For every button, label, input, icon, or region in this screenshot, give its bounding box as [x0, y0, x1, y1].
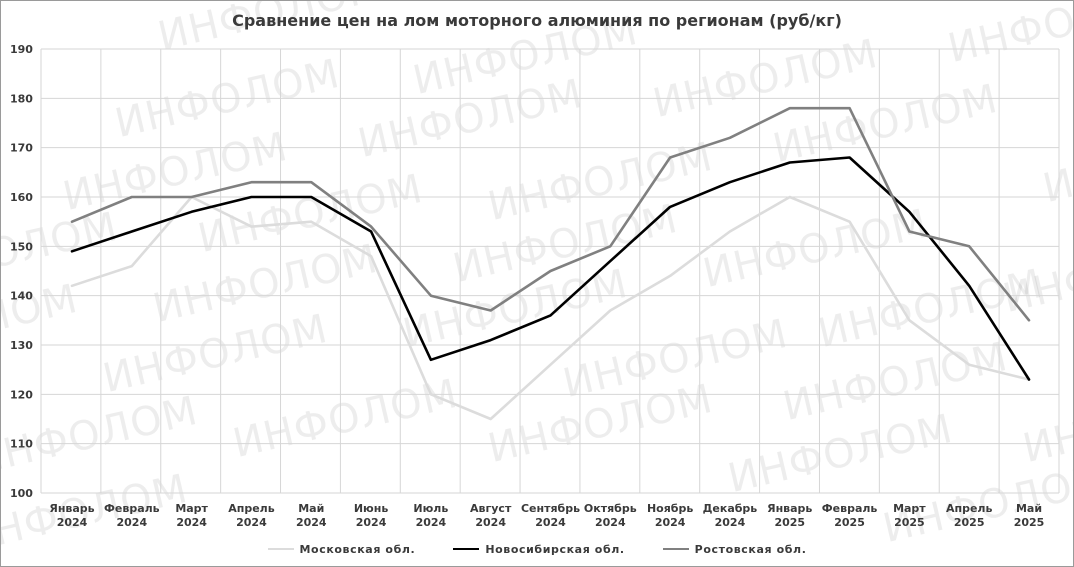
x-tick-label: 2025: [1014, 516, 1045, 529]
y-tick-label: 100: [10, 487, 33, 500]
x-tick-label: 2024: [715, 516, 746, 529]
y-tick-label: 160: [10, 191, 33, 204]
legend-swatch: [662, 548, 689, 550]
chart-legend: Московская обл. Новосибирская обл. Ростовс…: [1, 540, 1073, 558]
y-tick-label: 190: [10, 43, 33, 56]
x-tick-label: 2024: [535, 516, 566, 529]
chart-title: Сравнение цен на лом моторного алюминия …: [232, 11, 842, 30]
x-tick-label: 2024: [57, 516, 88, 529]
x-tick-label: 2025: [774, 516, 805, 529]
legend-item: Новосибирская обл.: [453, 543, 624, 556]
x-tick-label: 2024: [655, 516, 686, 529]
x-tick-label: Май: [298, 502, 324, 515]
legend-label: Ростовская обл.: [694, 542, 807, 556]
x-tick-label: Май: [1016, 502, 1042, 515]
y-tick-label: 120: [10, 388, 33, 401]
y-tick-label: 180: [10, 92, 33, 105]
x-tick-label: Апрель: [946, 502, 993, 515]
x-axis: Январь2024Февраль2024Март2024Апрель2024М…: [49, 502, 1044, 529]
x-tick-label: Декабрь: [703, 502, 758, 515]
x-tick-label: Июль: [413, 502, 448, 515]
y-axis: 100 110 120 130 140 150 160 170 180 190: [10, 43, 33, 500]
y-tick-label: 140: [10, 290, 33, 303]
x-tick-label: Январь: [767, 502, 812, 515]
x-tick-label: 2025: [954, 516, 985, 529]
series-line: [70, 106, 1031, 322]
x-tick-label: 2025: [894, 516, 925, 529]
y-tick-label: 110: [10, 438, 33, 451]
x-tick-label: 2025: [834, 516, 865, 529]
y-tick-label: 130: [10, 339, 33, 352]
x-tick-label: 2024: [236, 516, 267, 529]
x-tick-label: Ноябрь: [647, 502, 693, 515]
series-line: [70, 156, 1031, 381]
y-tick-label: 170: [10, 142, 33, 155]
x-tick-label: 2024: [296, 516, 327, 529]
x-tick-label: Сентябрь: [521, 502, 580, 515]
x-tick-label: Март: [175, 502, 208, 515]
legend-swatch: [267, 548, 294, 550]
x-tick-label: Июнь: [354, 502, 389, 515]
x-tick-label: 2024: [475, 516, 506, 529]
legend-item: Ростовская обл.: [662, 542, 807, 556]
series-layer: [70, 106, 1031, 421]
x-tick-label: Апрель: [228, 502, 275, 515]
x-tick-label: Октябрь: [584, 502, 637, 515]
x-tick-label: Февраль: [822, 502, 878, 515]
legend-item: Московская обл.: [267, 542, 416, 556]
legend-swatch: [453, 548, 480, 550]
x-tick-label: Январь: [49, 502, 94, 515]
x-tick-label: Август: [470, 502, 512, 515]
x-tick-label: Март: [893, 502, 926, 515]
grid: [40, 48, 1060, 494]
x-tick-label: 2024: [595, 516, 626, 529]
series-line: [70, 195, 1031, 421]
x-tick-label: 2024: [176, 516, 207, 529]
x-tick-label: 2024: [356, 516, 387, 529]
x-tick-label: 2024: [416, 516, 447, 529]
legend-label: Московская обл.: [299, 542, 416, 556]
legend-label: Новосибирская обл.: [485, 542, 625, 556]
x-tick-label: Февраль: [104, 502, 160, 515]
x-tick-label: 2024: [117, 516, 148, 529]
y-tick-label: 150: [10, 240, 33, 253]
